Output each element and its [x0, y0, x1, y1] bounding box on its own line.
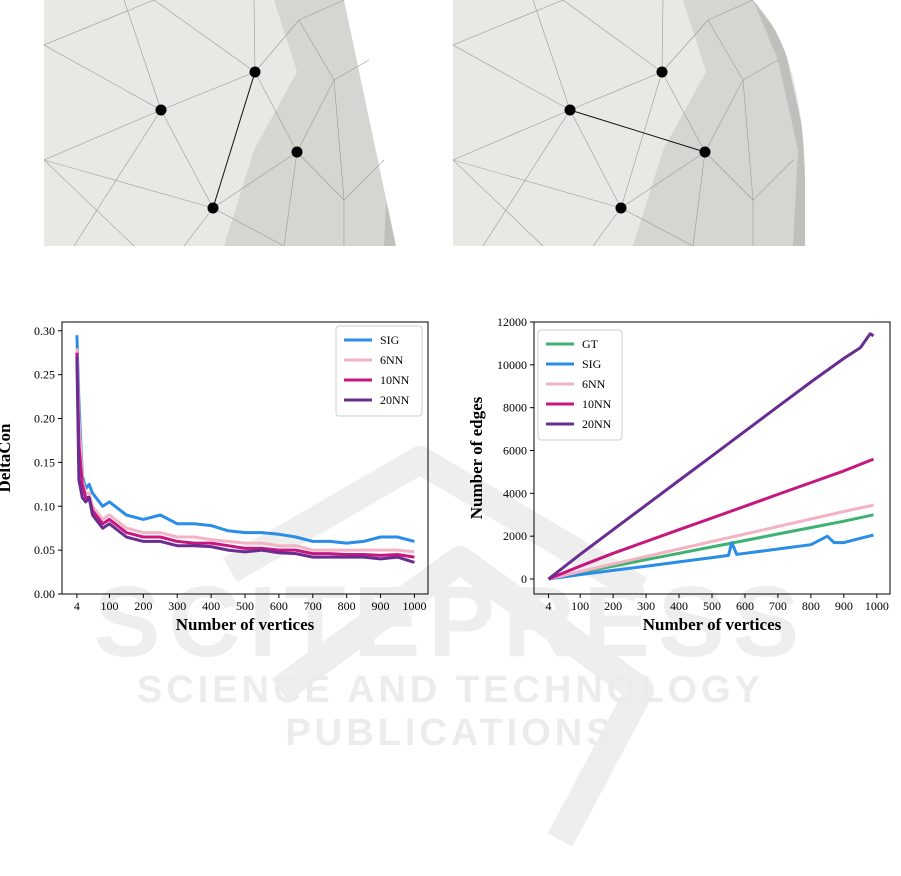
x-tick-label: 700 — [304, 599, 322, 613]
y-tick-label: 0.30 — [34, 324, 55, 338]
series-line-20nn — [75, 357, 415, 564]
vertex-dot — [249, 66, 261, 78]
legend-label-6nn: 6NN — [380, 353, 404, 367]
legend-label-20nn: 20NN — [380, 393, 410, 407]
vertex-dot — [155, 104, 167, 116]
y-tick-label: 0 — [521, 572, 527, 586]
legend-label-sig: SIG — [582, 357, 602, 371]
deltacon-chart: 4 100 200 300 400 500 600 700 800 900 1000 0.00 0.05… — [0, 300, 440, 650]
y-tick-label: 0.00 — [34, 587, 55, 601]
x-tick-label: 600 — [270, 599, 288, 613]
x-tick-label: 600 — [736, 599, 754, 613]
vertex-dot — [291, 146, 303, 158]
y-tick-label: 0.15 — [34, 455, 55, 469]
series-line-6nn — [548, 503, 874, 581]
legend-label-10nn: 10NN — [380, 373, 410, 387]
x-tick-label: 300 — [168, 599, 186, 613]
vertex-dot — [699, 146, 711, 158]
series-line-sig — [548, 533, 874, 581]
y-tick-label: 0.10 — [34, 499, 55, 513]
sphere-mesh-right — [453, 0, 805, 246]
y-tick-label: 4000 — [503, 486, 527, 500]
y-axis-label: Number of edges — [467, 396, 486, 519]
legend-label-10nn: 10NN — [582, 397, 612, 411]
x-axis-label: Number of vertices — [176, 615, 315, 634]
sphere-mesh-left-svg — [44, 0, 396, 246]
x-tick-label: 400 — [202, 599, 220, 613]
watermark-title: SCITEPRESS — [93, 566, 808, 678]
vertex-dot — [564, 104, 576, 116]
x-tick-label: 100 — [571, 599, 589, 613]
vertex-dot — [656, 66, 668, 78]
y-axis-label: DeltaCon — [0, 423, 14, 492]
x-tick-label: 900 — [372, 599, 390, 613]
series-line-10nn — [547, 457, 875, 581]
x-tick-label: 900 — [835, 599, 853, 613]
y-tick-label: 6000 — [503, 444, 527, 458]
x-axis-label: Number of vertices — [643, 615, 782, 634]
y-tick-label: 0.05 — [34, 543, 55, 557]
x-tick-label: 500 — [236, 599, 254, 613]
x-tick-label: 1000 — [865, 599, 889, 613]
x-tick-label: 200 — [134, 599, 152, 613]
x-tick-label: 200 — [604, 599, 622, 613]
y-tick-label: 10000 — [497, 358, 527, 372]
legend-label-sig: SIG — [380, 333, 400, 347]
deltacon-chart-svg: 4 100 200 300 400 500 600 700 800 900 1000 0.00 0.05… — [0, 321, 429, 634]
x-tick-label: 700 — [769, 599, 787, 613]
x-tick-label: 800 — [802, 599, 820, 613]
watermark-subtitle: SCIENCE AND TECHNOLOGY PUBLICATIONS — [136, 669, 765, 754]
x-tick-label: 100 — [100, 599, 118, 613]
y-tick-label: 8000 — [503, 401, 527, 415]
series-line-gt — [548, 513, 874, 581]
y-tick-label: 0.20 — [34, 412, 55, 426]
sphere-mesh-left — [44, 0, 396, 246]
x-tick-label: 1000 — [402, 599, 426, 613]
y-tick-label: 0.25 — [34, 368, 55, 382]
edges-chart-svg: 4 100 200 300 400 500 600 700 800 900 100002000400… — [467, 315, 891, 634]
x-tick-label: 500 — [703, 599, 721, 613]
x-tick-label: 4 — [74, 599, 80, 613]
series-line-sig — [75, 335, 415, 545]
legend-box — [537, 329, 623, 441]
vertex-dot — [615, 202, 627, 214]
x-tick-label: 300 — [637, 599, 655, 613]
sphere-mesh-right-svg — [453, 0, 805, 246]
y-tick-label: 2000 — [503, 529, 527, 543]
legend-label-20nn: 20NN — [582, 417, 612, 431]
x-tick-label: 400 — [670, 599, 688, 613]
edges-chart: 4 100 200 300 400 500 600 700 800 900 1000 0 2000 400… — [450, 300, 901, 650]
legend-box — [335, 325, 423, 417]
vertex-dot — [207, 202, 219, 214]
x-tick-label: 800 — [338, 599, 356, 613]
series-line-20nn — [547, 332, 875, 581]
y-tick-label: 12000 — [497, 315, 527, 329]
x-tick-label: 4 — [546, 599, 552, 613]
legend-label-gt: GT — [582, 337, 599, 351]
legend-label-6nn: 6NN — [582, 377, 606, 391]
